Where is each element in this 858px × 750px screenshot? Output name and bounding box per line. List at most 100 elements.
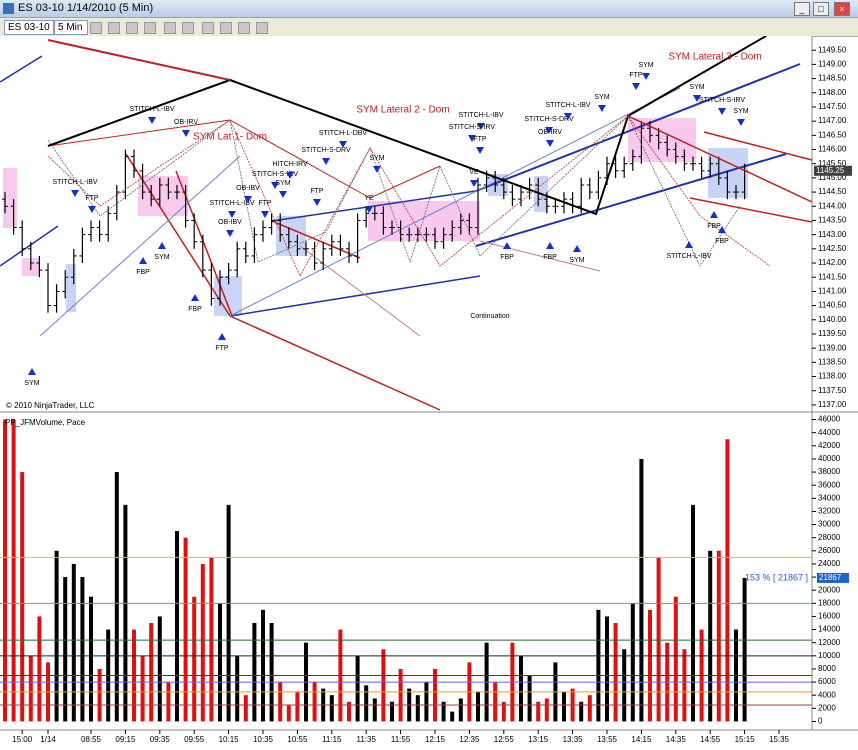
volume-bar bbox=[450, 711, 455, 722]
volume-bar bbox=[673, 596, 678, 722]
volume-bar bbox=[278, 682, 283, 722]
instrument-selector[interactable]: ES 03-10 bbox=[4, 20, 54, 35]
volume-bar bbox=[725, 439, 730, 722]
toolbar-button[interactable] bbox=[126, 22, 138, 34]
signal-arrow bbox=[470, 180, 478, 187]
chart: © 2010 NinjaTrader, LLC PP_JFMVolume, Pa… bbox=[0, 36, 858, 744]
minimize-button[interactable]: _ bbox=[794, 2, 810, 16]
volume-bar bbox=[544, 698, 549, 722]
volume-bar bbox=[157, 616, 162, 722]
toolbar-button[interactable] bbox=[182, 22, 194, 34]
annotation: STITCH-L-IBV bbox=[52, 179, 97, 186]
y-tick-label: 18000 bbox=[818, 598, 841, 607]
maximize-button[interactable]: □ bbox=[813, 2, 829, 16]
volume-bar bbox=[691, 504, 695, 722]
x-tick-label: 11:15 bbox=[322, 735, 342, 744]
price-bars bbox=[2, 121, 748, 313]
volume-bar bbox=[587, 695, 592, 722]
signal-arrow bbox=[546, 140, 554, 147]
y-tick-label: 1137.00 bbox=[818, 400, 847, 409]
toolbar-button[interactable] bbox=[164, 22, 176, 34]
trend-lines bbox=[0, 55, 813, 411]
signal-arrow bbox=[261, 211, 269, 218]
signal-arrow bbox=[228, 211, 236, 218]
toolbar-button[interactable] bbox=[256, 22, 268, 34]
signal-arrow bbox=[271, 182, 279, 189]
volume-bar bbox=[476, 691, 480, 722]
y-tick-label: 26000 bbox=[818, 546, 841, 555]
signal-arrow bbox=[468, 135, 476, 142]
y-tick-label: 1148.00 bbox=[818, 88, 847, 97]
volume-bar bbox=[200, 563, 205, 722]
volume-bar bbox=[390, 701, 394, 722]
volume-bar bbox=[415, 695, 420, 722]
volume-bar bbox=[97, 668, 102, 722]
toolbar-button[interactable] bbox=[108, 22, 120, 34]
x-tick-label: 09:35 bbox=[150, 735, 171, 744]
volume-bar bbox=[501, 701, 506, 722]
y-tick-label: 1142.50 bbox=[818, 244, 847, 253]
signal-arrow bbox=[218, 333, 226, 340]
signal-arrow bbox=[244, 196, 252, 203]
y-tick-label: 34000 bbox=[818, 493, 841, 502]
volume-bar bbox=[493, 682, 498, 722]
annotation: SYM bbox=[594, 94, 609, 101]
volume-bar bbox=[226, 504, 231, 722]
y-tick-label: 1140.50 bbox=[818, 301, 847, 310]
close-button[interactable]: × bbox=[834, 2, 850, 16]
signal-arrow bbox=[476, 147, 484, 154]
y-tick-label: 44000 bbox=[818, 428, 841, 437]
signal-arrow bbox=[313, 199, 321, 206]
signal-arrow bbox=[71, 190, 79, 197]
x-tick-label: 11:35 bbox=[356, 735, 376, 744]
volume-bar bbox=[398, 668, 403, 722]
toolbar-button[interactable] bbox=[144, 22, 156, 34]
toolbar-button[interactable] bbox=[90, 22, 102, 34]
y-tick-label: 1146.00 bbox=[818, 145, 847, 154]
annotation: SYM bbox=[369, 155, 384, 162]
annotation: FTP bbox=[85, 195, 99, 202]
x-tick-label: 10:15 bbox=[219, 735, 240, 744]
y-tick-label: 1143.00 bbox=[818, 230, 847, 239]
last-price-label: 1145.25 bbox=[816, 166, 845, 175]
y-tick-label: 2000 bbox=[818, 703, 836, 712]
y-tick-label: 1145.50 bbox=[818, 159, 847, 168]
last-value-label: 21867 bbox=[819, 573, 842, 582]
pace-label: 153 % [ 21867 ] bbox=[745, 572, 808, 582]
last-price-box bbox=[814, 165, 852, 176]
y-tick-label: 16000 bbox=[818, 612, 841, 621]
y-tick-label: 1148.50 bbox=[818, 74, 847, 83]
toolbar-button[interactable] bbox=[220, 22, 232, 34]
volume-bar bbox=[149, 623, 154, 722]
toolbar-button[interactable] bbox=[202, 22, 214, 34]
y-tick-label: 42000 bbox=[818, 441, 841, 450]
x-tick-label: 11:55 bbox=[391, 735, 411, 744]
interval-selector[interactable]: 5 Min bbox=[54, 20, 88, 35]
y-tick-label: 38000 bbox=[818, 467, 841, 476]
signal-arrow bbox=[322, 158, 330, 165]
annotation: Continuation bbox=[470, 313, 509, 320]
window-title: ES 03-10 1/14/2010 (5 Min) bbox=[18, 2, 154, 14]
volume-bar bbox=[622, 649, 627, 722]
volume-bar bbox=[630, 603, 635, 722]
signal-arrow bbox=[148, 117, 156, 124]
x-tick-label: 08:55 bbox=[81, 735, 102, 744]
annotation: STITCH-S-IRV bbox=[699, 97, 745, 104]
y-tick-label: 24000 bbox=[818, 559, 841, 568]
price-panel bbox=[0, 36, 812, 412]
volume-bar bbox=[424, 682, 429, 722]
volume-bar bbox=[527, 675, 532, 722]
signal-arrow bbox=[573, 245, 581, 252]
annotation: SYM bbox=[154, 254, 169, 261]
signal-arrow bbox=[226, 230, 234, 237]
volume-bar bbox=[261, 609, 265, 722]
signal-arrow bbox=[710, 211, 718, 218]
x-tick-label: 15:35 bbox=[769, 735, 790, 744]
x-tick-label: 12:35 bbox=[459, 735, 480, 744]
last-value-box bbox=[817, 572, 849, 583]
toolbar-button[interactable] bbox=[238, 22, 250, 34]
annotation: OB-IBV bbox=[236, 185, 260, 192]
volume-bar bbox=[355, 655, 360, 722]
signal-arrow bbox=[564, 113, 572, 120]
